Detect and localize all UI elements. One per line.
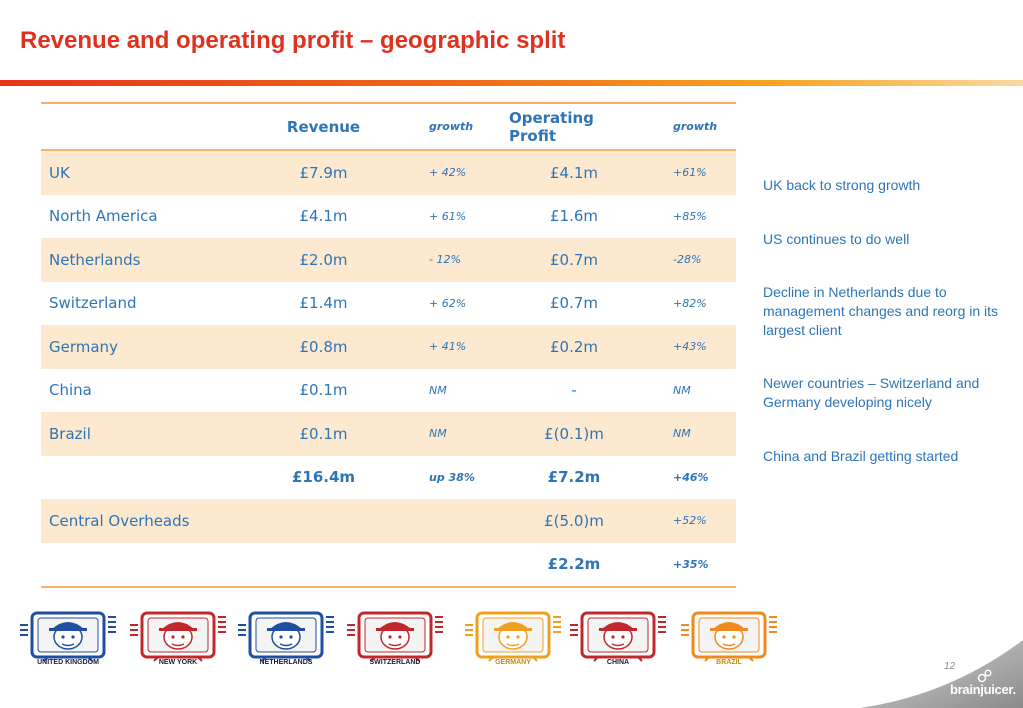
row-profit-growth: -28% bbox=[673, 253, 702, 267]
logo-label: CHINA bbox=[606, 659, 630, 666]
row-name: Central Overheads bbox=[49, 511, 190, 530]
row-operating-profit: £(0.1)m bbox=[544, 424, 604, 443]
row-operating-profit: £0.7m bbox=[549, 250, 598, 269]
slide-title: Revenue and operating profit – geographi… bbox=[20, 27, 566, 54]
logo-label: UNITED KINGDOM bbox=[37, 659, 99, 666]
comment-uk: UK back to strong growth bbox=[763, 177, 921, 193]
page-curl-graphic bbox=[860, 640, 1023, 708]
row-name: UK bbox=[49, 163, 70, 182]
logo-label: NETHERLANDS bbox=[259, 659, 313, 666]
row-operating-profit: £0.7m bbox=[549, 294, 598, 313]
row-name: Brazil bbox=[49, 424, 91, 443]
table-row: UK £7.9m + 42% £4.1m +61% bbox=[41, 151, 736, 195]
comment-new-countries: Newer countries – Switzerland and German… bbox=[763, 375, 980, 410]
logo-germany: GERMANY bbox=[463, 607, 563, 673]
logo-brazil: BRAZIL bbox=[679, 607, 779, 673]
row-revenue-growth: + 41% bbox=[429, 340, 467, 354]
table-row: North America £4.1m + 61% £1.6m +85% bbox=[41, 195, 736, 239]
row-profit-growth: +61% bbox=[673, 166, 707, 180]
row-revenue-growth: NM bbox=[429, 427, 447, 441]
row-revenue bbox=[271, 543, 376, 587]
header-operating-profit: Operating Profit bbox=[509, 108, 594, 145]
table-row: Netherlands £2.0m - 12% £0.7m -28% bbox=[41, 238, 736, 282]
header-profit-growth: growth bbox=[673, 120, 718, 133]
table-row: Switzerland £1.4m + 62% £0.7m +82% bbox=[41, 282, 736, 326]
row-operating-profit: £(5.0)m bbox=[544, 511, 604, 530]
row-revenue-growth: NM bbox=[429, 383, 447, 397]
comment-china-brazil: China and Brazil getting started bbox=[763, 448, 959, 464]
row-revenue: £0.1m bbox=[299, 424, 348, 443]
row-revenue: £1.4m bbox=[299, 294, 348, 313]
row-profit-growth: +52% bbox=[673, 514, 707, 528]
row-revenue-growth: + 61% bbox=[429, 209, 467, 223]
row-revenue: £2.0m bbox=[299, 250, 348, 269]
row-revenue-growth: + 42% bbox=[429, 166, 467, 180]
logo-label: GERMANY bbox=[495, 659, 531, 666]
header-revenue: Revenue bbox=[286, 117, 361, 136]
row-operating-profit: £4.1m bbox=[549, 163, 598, 182]
row-revenue: £4.1m bbox=[299, 207, 348, 226]
header-revenue-growth: growth bbox=[429, 120, 474, 133]
row-operating-profit: £2.2m bbox=[547, 555, 601, 574]
row-operating-profit: £1.6m bbox=[549, 207, 598, 226]
logo-switzerland: SWITZERLAND bbox=[345, 607, 445, 673]
logo-label: NEW YORK bbox=[158, 659, 198, 666]
logo-label: BRAZIL bbox=[716, 659, 742, 666]
row-revenue: £0.1m bbox=[299, 381, 348, 400]
row-revenue: £0.8m bbox=[299, 337, 348, 356]
logo-new-york: NEW YORK bbox=[128, 607, 228, 673]
tv-character-icon bbox=[570, 611, 666, 662]
row-name: Germany bbox=[49, 337, 118, 356]
table-row: Central Overheads £(5.0)m +52% bbox=[41, 499, 736, 543]
row-name: Switzerland bbox=[49, 294, 137, 313]
table-net-row: £2.2m +35% bbox=[41, 543, 736, 587]
row-profit-growth: +46% bbox=[673, 470, 709, 484]
row-name: China bbox=[49, 381, 92, 400]
geographic-split-table: Revenue growth Operating Profit growth U… bbox=[41, 102, 736, 588]
tv-character-icon bbox=[347, 611, 443, 662]
comment-netherlands: Decline in Netherlands due to management… bbox=[763, 284, 999, 338]
tv-character-icon bbox=[681, 611, 777, 662]
logo-netherlands: NETHERLANDS bbox=[236, 607, 336, 673]
row-profit-growth: +43% bbox=[673, 340, 707, 354]
page-number: 12 bbox=[944, 661, 956, 672]
row-operating-profit: £0.2m bbox=[549, 337, 598, 356]
row-revenue bbox=[271, 499, 376, 543]
brand-logo: brainjuicer. bbox=[950, 682, 1016, 697]
tv-character-icon bbox=[20, 611, 116, 662]
table-row: China £0.1m NM - NM bbox=[41, 369, 736, 413]
logo-china: CHINA bbox=[568, 607, 668, 673]
logo-label: SWITZERLAND bbox=[369, 659, 421, 666]
tv-character-icon bbox=[238, 611, 334, 662]
row-revenue-growth: + 62% bbox=[429, 296, 467, 310]
row-profit-growth: NM bbox=[673, 383, 691, 397]
office-logos: UNITED KINGDOM NEW YORK NETHERLANDS SWITZER… bbox=[0, 605, 1023, 675]
row-name: North America bbox=[49, 207, 158, 226]
logo-united-kingdom: UNITED KINGDOM bbox=[18, 607, 118, 673]
row-name: Netherlands bbox=[49, 250, 141, 269]
row-profit-growth: +82% bbox=[673, 296, 707, 310]
table-header-row: Revenue growth Operating Profit growth bbox=[41, 104, 736, 151]
row-operating-profit: £7.2m bbox=[547, 468, 601, 487]
row-profit-growth: +85% bbox=[673, 209, 707, 223]
row-revenue-growth: - 12% bbox=[429, 253, 461, 267]
row-operating-profit: - bbox=[571, 381, 577, 400]
row-profit-growth: +35% bbox=[673, 557, 709, 571]
table-row: Brazil £0.1m NM £(0.1)m NM bbox=[41, 412, 736, 456]
table-total-row: £16.4m up 38% £7.2m +46% bbox=[41, 456, 736, 500]
tv-character-icon bbox=[465, 611, 561, 662]
row-revenue: £16.4m bbox=[291, 468, 356, 487]
title-divider bbox=[0, 80, 1023, 86]
comment-us: US continues to do well bbox=[763, 231, 910, 247]
table-row: Germany £0.8m + 41% £0.2m +43% bbox=[41, 325, 736, 369]
tv-character-icon bbox=[130, 611, 226, 662]
row-revenue: £7.9m bbox=[299, 163, 348, 182]
row-profit-growth: NM bbox=[673, 427, 691, 441]
row-revenue-growth: up 38% bbox=[429, 470, 475, 484]
